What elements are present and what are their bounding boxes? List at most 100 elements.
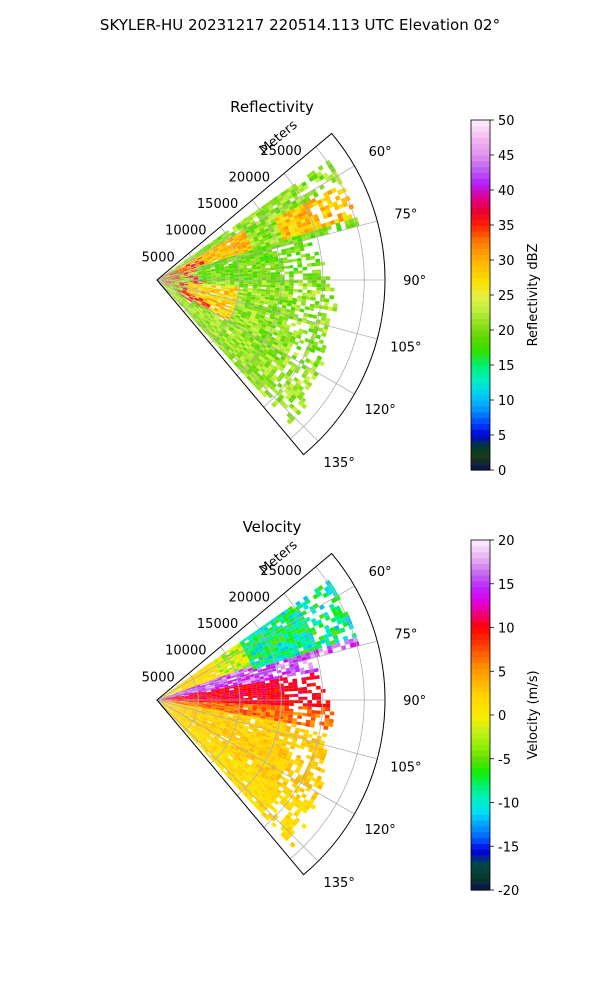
radar-gate bbox=[224, 270, 230, 273]
radar-gate bbox=[272, 331, 278, 336]
radar-gate bbox=[250, 734, 256, 738]
colorbar-segment bbox=[471, 878, 490, 885]
radar-gate bbox=[174, 285, 179, 287]
radar-gate bbox=[169, 286, 174, 289]
radar-gate bbox=[201, 723, 206, 727]
radar-gate bbox=[283, 350, 289, 356]
radar-gate bbox=[178, 270, 183, 273]
radar-gate bbox=[165, 274, 170, 277]
radar-gate bbox=[184, 281, 189, 283]
radar-gate bbox=[282, 656, 288, 661]
radar-gate bbox=[169, 705, 174, 708]
radar-gate bbox=[257, 213, 263, 219]
radar-gate bbox=[283, 635, 290, 641]
radar-gate bbox=[289, 285, 294, 289]
radar-gate bbox=[220, 702, 226, 705]
radar-gate bbox=[212, 730, 217, 735]
radar-gate bbox=[220, 269, 225, 272]
radar-gate bbox=[236, 743, 241, 748]
radar-gate bbox=[269, 363, 275, 369]
radar-gate bbox=[183, 716, 189, 720]
radar-gate bbox=[169, 713, 173, 717]
radar-gate bbox=[194, 319, 198, 324]
radar-gate bbox=[215, 268, 221, 271]
radar-gate bbox=[283, 835, 290, 842]
radar-gate bbox=[300, 802, 307, 808]
radar-gate bbox=[177, 290, 182, 293]
radar-gate bbox=[184, 695, 189, 697]
radar-gate bbox=[283, 259, 289, 264]
radar-gate bbox=[194, 714, 200, 718]
radar-gate bbox=[226, 256, 232, 260]
radar-gate bbox=[161, 700, 167, 701]
radar-gate bbox=[302, 712, 307, 717]
radar-gate bbox=[299, 359, 305, 365]
radar-gate bbox=[250, 242, 256, 246]
radar-gate bbox=[186, 728, 190, 733]
radar-gate bbox=[247, 322, 253, 327]
radar-gate bbox=[268, 759, 275, 764]
radar-gate bbox=[213, 238, 218, 242]
radar-gate bbox=[192, 287, 198, 290]
radar-gate bbox=[178, 297, 182, 301]
radar-gate bbox=[172, 709, 177, 713]
radar-gate bbox=[280, 745, 286, 750]
radar-gate bbox=[228, 291, 234, 294]
radar-gate bbox=[265, 664, 271, 669]
radar-gate bbox=[237, 765, 243, 771]
radar-gate bbox=[260, 334, 267, 340]
radar-gate bbox=[220, 672, 225, 676]
radar-gate bbox=[304, 777, 311, 784]
radar-gate bbox=[270, 733, 276, 737]
radar-gate bbox=[172, 709, 177, 713]
radar-gate bbox=[240, 300, 246, 304]
radar-gate bbox=[183, 690, 188, 693]
radar-gate bbox=[179, 698, 185, 699]
radar-gate bbox=[174, 273, 179, 275]
radar-gate bbox=[234, 362, 239, 368]
radar-gate bbox=[329, 711, 335, 716]
radar-gate bbox=[180, 721, 184, 726]
radar-gate bbox=[285, 667, 291, 672]
radar-gate bbox=[263, 355, 270, 361]
radar-gate bbox=[202, 247, 207, 251]
radar-gate bbox=[219, 685, 225, 688]
radar-gate bbox=[176, 265, 181, 269]
radar-gate bbox=[180, 294, 185, 298]
radar-gate bbox=[166, 699, 171, 700]
radar-gate bbox=[211, 272, 216, 274]
colorbar-segment bbox=[471, 860, 490, 868]
radar-gate bbox=[188, 705, 193, 708]
radar-gate bbox=[197, 270, 202, 272]
radar-gate bbox=[234, 691, 239, 694]
radar-gate bbox=[261, 652, 267, 657]
radar-gate bbox=[267, 671, 273, 676]
radar-gate bbox=[184, 282, 189, 284]
radar-gate bbox=[217, 236, 223, 241]
radar-gate bbox=[256, 706, 262, 710]
radar-gate bbox=[225, 660, 230, 665]
radar-gate bbox=[210, 321, 215, 326]
radar-gate bbox=[229, 689, 235, 693]
radar-gate bbox=[198, 727, 204, 731]
radar-gate bbox=[213, 679, 218, 683]
radar-gate bbox=[170, 702, 175, 704]
radar-gate bbox=[268, 302, 274, 306]
radar-gate bbox=[261, 204, 267, 210]
radar-gate bbox=[307, 703, 312, 707]
radar-gate bbox=[264, 376, 271, 382]
radar-gate bbox=[284, 700, 290, 703]
radar-gate bbox=[224, 690, 230, 693]
radar-gate bbox=[274, 348, 280, 354]
radar-gate bbox=[283, 374, 290, 380]
radar-gate bbox=[306, 293, 312, 297]
radar-gate bbox=[174, 705, 179, 708]
radar-gate bbox=[225, 723, 231, 727]
radar-gate bbox=[321, 332, 327, 338]
radar-gate bbox=[251, 294, 257, 298]
radar-gate bbox=[300, 233, 306, 238]
range-tick-label: 5000 bbox=[142, 670, 175, 685]
radar-gate bbox=[185, 683, 191, 687]
radar-gate bbox=[187, 726, 192, 731]
radar-gate bbox=[240, 362, 246, 368]
